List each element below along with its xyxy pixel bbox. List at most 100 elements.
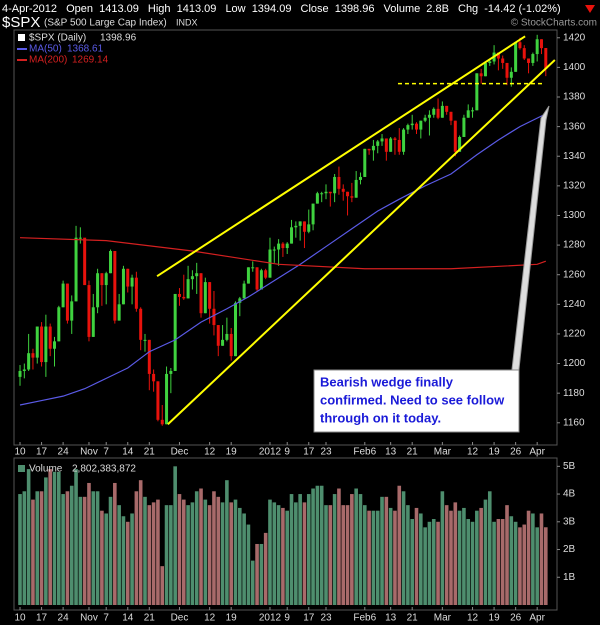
volume-bar <box>384 496 389 605</box>
legend-value: 1269.14 <box>72 55 109 66</box>
legend-label: Volume <box>29 464 63 475</box>
candle-body <box>186 279 190 299</box>
header-low: 1394.09 <box>252 3 292 15</box>
candle-body <box>70 301 74 321</box>
volume-bar <box>117 505 121 605</box>
candle-body <box>393 138 397 140</box>
candle-body <box>22 369 26 371</box>
volume-bar <box>375 510 380 605</box>
volume-bar <box>31 499 35 605</box>
candle-body <box>35 326 39 358</box>
candle-body <box>354 179 358 198</box>
x-tick-label: 9 <box>284 447 290 458</box>
candle-body <box>96 273 100 308</box>
candle-body <box>445 105 449 112</box>
header: 4-Apr-2012 Open 1413.09 High 1413.09 Low… <box>2 3 561 15</box>
volume-bar <box>457 510 462 605</box>
volume-bar <box>492 521 496 605</box>
x-tick-label: 19 <box>226 447 238 458</box>
candle-body <box>130 277 134 287</box>
header-label: High <box>148 3 171 15</box>
volume-bar <box>419 513 423 605</box>
volume-bar <box>82 496 87 605</box>
exchange: INDX <box>176 17 198 27</box>
volume-bar <box>466 519 471 605</box>
volume-bar <box>522 524 527 605</box>
volume-bar <box>294 502 298 605</box>
x-tick-label: 26 <box>510 613 522 624</box>
volume-bar <box>130 513 134 605</box>
volume-bar <box>177 494 182 605</box>
header-label: Open <box>66 3 93 15</box>
volume-bar <box>52 471 57 605</box>
candle-body <box>423 117 427 121</box>
plot: 1160 1180 1200 1220 1240 1260 1280 1300 1320 1340… <box>14 32 585 623</box>
x-tick-label: 21 <box>144 613 156 624</box>
candle-body <box>147 339 151 374</box>
candle-body <box>341 188 345 192</box>
candle-body <box>333 176 337 194</box>
candle-body <box>406 125 410 130</box>
candle-body <box>65 283 69 321</box>
y-tick-label: 2B <box>563 544 576 555</box>
legend-icon <box>18 465 25 472</box>
volume-bar <box>216 496 221 605</box>
header-open: 1413.09 <box>99 3 139 15</box>
candle-body <box>169 370 173 374</box>
volume-bar <box>496 519 501 605</box>
candle-body <box>367 148 371 151</box>
price-panel <box>13 29 558 446</box>
x-tick-label: 7 <box>103 447 109 458</box>
volume-bar <box>518 527 522 605</box>
candle-body <box>535 39 539 55</box>
candle-body <box>281 243 285 249</box>
callout-text: confirmed. Need to see follow <box>320 392 505 407</box>
copyright: © StockCharts.com <box>511 18 597 29</box>
volume-bar <box>48 469 52 605</box>
volume-bar <box>207 505 212 605</box>
volume-bar <box>453 502 458 605</box>
volume-bar <box>125 521 130 605</box>
header-change: -14.42 (-1.02%) <box>484 3 560 15</box>
volume-bar <box>151 502 156 605</box>
y-tick-label: 1160 <box>563 417 585 428</box>
x-tick-label: 21 <box>407 447 419 458</box>
volume-bar <box>91 491 96 605</box>
volume-bar <box>259 543 264 605</box>
volume-bar <box>268 499 272 605</box>
x-tick-label: Dec <box>171 613 189 624</box>
volume-bar <box>74 469 78 605</box>
volume-bar <box>324 505 328 605</box>
y-tick-label: 3B <box>563 516 576 527</box>
candle-body <box>440 105 444 118</box>
legend-icon <box>18 34 25 41</box>
volume-bar <box>164 505 169 605</box>
candle-body <box>27 353 31 370</box>
volume-bar <box>354 488 358 605</box>
volume-bar <box>539 513 544 605</box>
candle-body <box>134 277 138 309</box>
volume-bar <box>509 516 514 605</box>
volume-bar <box>388 507 393 605</box>
candle-body <box>505 62 509 78</box>
volume-bar <box>22 491 27 605</box>
x-tick-label: 12 <box>204 613 216 624</box>
y-tick-label: 1400 <box>563 62 586 73</box>
candle-body <box>458 136 462 152</box>
y-tick-label: 1240 <box>563 299 586 310</box>
volume-bar <box>143 496 147 605</box>
y-tick-label: 1420 <box>563 32 586 43</box>
candle-body <box>242 283 246 299</box>
x-tick-label: Feb6 <box>353 613 376 624</box>
volume-bar <box>341 505 346 605</box>
candle-body <box>203 282 207 314</box>
candle-body <box>358 176 362 180</box>
candle-body <box>104 273 108 286</box>
x-tick-label: 24 <box>58 447 70 458</box>
volume-bar <box>328 505 333 605</box>
volume-bar <box>397 485 402 605</box>
candle-body <box>177 293 181 297</box>
volume-bar <box>289 494 294 605</box>
candle-body <box>190 276 194 280</box>
